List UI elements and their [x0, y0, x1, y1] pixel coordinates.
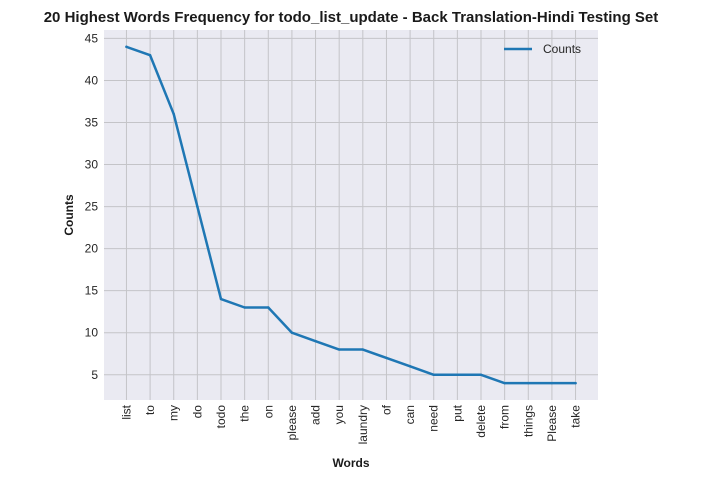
data-point: [172, 112, 175, 116]
x-tick-label: delete: [474, 405, 488, 438]
x-tick-label: need: [427, 405, 441, 432]
x-axis-label: Words: [332, 456, 369, 470]
y-tick-label: 10: [85, 326, 99, 340]
data-point: [196, 205, 199, 208]
legend: Counts: [504, 42, 581, 56]
plot-area: [104, 30, 598, 400]
data-point: [290, 331, 294, 334]
x-tick-label: do: [190, 405, 204, 419]
data-point: [337, 348, 341, 351]
data-point: [243, 306, 246, 309]
data-point: [574, 381, 577, 385]
x-tick-label: take: [569, 405, 583, 428]
data-point: [219, 297, 223, 301]
data-point: [148, 54, 152, 57]
y-axis-label: Counts: [62, 194, 76, 236]
data-point: [456, 373, 459, 376]
x-tick-label: on: [261, 405, 275, 418]
data-point: [479, 373, 483, 376]
y-tick-label: 25: [85, 200, 99, 214]
x-tick-label: things: [521, 405, 535, 437]
x-tick-label: please: [285, 405, 299, 441]
x-tick-label: to: [143, 405, 157, 415]
x-tick-label: Please: [545, 405, 559, 442]
legend-label-counts: Counts: [543, 42, 581, 56]
data-point: [527, 381, 530, 385]
x-tick-label: can: [403, 405, 417, 424]
y-axis-ticks: 5 10 15 20 25 30 35 40 45: [85, 31, 99, 381]
data-point: [314, 339, 317, 343]
data-point: [125, 45, 128, 49]
data-point: [503, 381, 506, 385]
data-point: [361, 348, 365, 351]
data-point: [432, 373, 435, 376]
data-point: [550, 381, 554, 385]
x-tick-label: from: [498, 405, 512, 429]
x-tick-label: todo: [214, 405, 228, 429]
x-tick-label: you: [332, 405, 346, 424]
y-tick-label: 30: [85, 158, 99, 172]
chart-title: 20 Highest Words Frequency for todo_list…: [44, 9, 659, 26]
x-axis-ticks: list to my do todo the on please add you laundry of…: [119, 404, 582, 444]
series-layer: [125, 45, 577, 385]
x-tick-label: add: [309, 405, 323, 425]
data-point: [267, 306, 270, 309]
x-tick-label: the: [238, 405, 252, 422]
y-tick-label: 45: [85, 31, 99, 45]
y-tick-label: 20: [85, 242, 99, 256]
data-point: [408, 365, 412, 368]
x-tick-label: list: [119, 404, 133, 419]
series-line-counts: [125, 45, 577, 385]
x-tick-label: my: [167, 405, 181, 421]
x-tick-label: laundry: [356, 405, 370, 444]
y-tick-label: 15: [85, 284, 99, 298]
y-tick-label: 40: [85, 73, 99, 87]
data-point: [385, 356, 388, 360]
x-tick-label: put: [450, 404, 464, 421]
y-tick-label: 35: [85, 116, 99, 130]
x-tick-label: of: [379, 404, 393, 415]
y-tick-label: 5: [91, 368, 98, 382]
